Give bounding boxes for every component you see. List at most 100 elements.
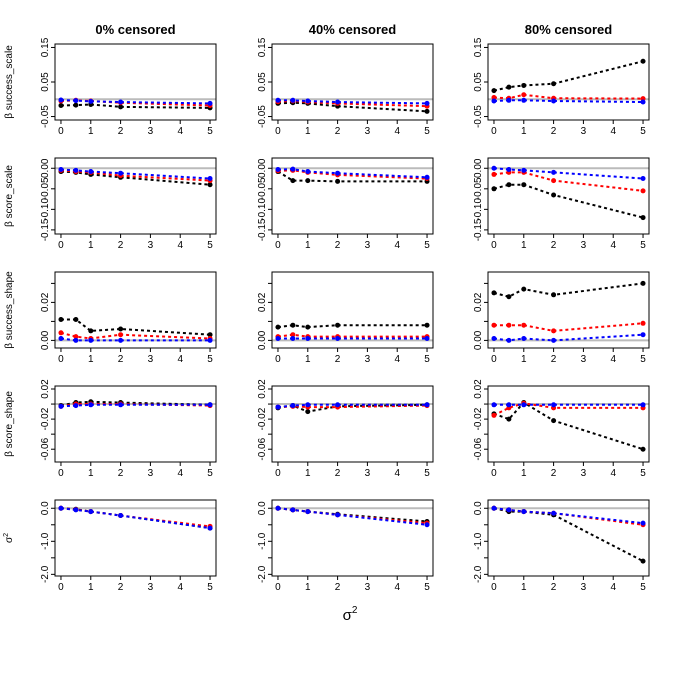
x-tick-label: 3 (581, 354, 587, 365)
x-tick-label: 2 (335, 468, 341, 479)
x-tick-label: 5 (640, 468, 646, 479)
data-point-blue (640, 402, 646, 408)
data-point-blue (73, 98, 79, 104)
x-tick-label: 4 (610, 126, 616, 137)
data-point-black (118, 326, 124, 332)
y-tick-label: -2.0 (257, 565, 268, 583)
data-point-red (640, 188, 646, 194)
x-tick-label: 5 (640, 240, 646, 251)
x-tick-label: 1 (521, 240, 527, 251)
data-point-blue (424, 402, 430, 408)
data-point-blue (118, 337, 124, 343)
y-tick-label: 0.02 (257, 292, 268, 312)
x-tick-label: 3 (581, 582, 587, 593)
row-ylabel: β score_shape (4, 391, 15, 457)
y-tick-label: -0.15 (40, 218, 51, 241)
data-point-blue (335, 170, 341, 176)
x-tick-label: 3 (365, 126, 371, 137)
data-point-black (58, 317, 64, 322)
x-tick-label: 4 (610, 582, 616, 593)
x-tick-label: 3 (581, 240, 587, 251)
data-point-blue (207, 100, 213, 106)
y-tick-label: 0.02 (473, 379, 484, 399)
data-point-blue (640, 332, 646, 338)
data-point-blue (118, 513, 124, 519)
x-tick-label: 4 (177, 354, 183, 365)
series-line-black (493, 183, 644, 219)
data-point-blue (491, 505, 497, 511)
panel-r4-c1: 0 1 2 3 4 5 -2.0 -1.0 0.0 (257, 499, 434, 593)
y-tick-label: 0.02 (257, 379, 268, 399)
data-point-black (506, 84, 512, 90)
row-ylabel-superscript: 2 (3, 533, 10, 537)
y-tick-label: -0.05 (257, 177, 268, 200)
x-axis-title-superscript: 2 (352, 605, 358, 616)
data-point-black (305, 178, 311, 184)
panel-frame (271, 271, 434, 349)
x-tick-label: 4 (610, 240, 616, 251)
data-point-red (491, 322, 497, 328)
data-point-red (73, 334, 79, 340)
x-tick-label: 0 (58, 126, 64, 137)
series-line-blue (277, 99, 428, 105)
x-tick-label: 1 (88, 468, 94, 479)
y-tick-label: -0.15 (257, 218, 268, 241)
y-tick-label: -0.05 (40, 177, 51, 200)
x-tick-label: 1 (521, 354, 527, 365)
x-tick-label: 1 (88, 582, 94, 593)
data-point-blue (491, 98, 497, 104)
data-point-black (506, 416, 512, 422)
data-point-blue (73, 507, 79, 513)
data-point-blue (551, 510, 557, 516)
data-point-black (207, 182, 213, 188)
y-tick-label: 0.05 (40, 72, 51, 92)
panel-r3-c2: 0 1 2 3 4 5 -0.06 -0.02 0.02 (473, 379, 650, 479)
data-point-blue (118, 402, 124, 408)
y-tick-label: 0.00 (473, 158, 484, 178)
data-point-blue (275, 505, 281, 511)
panel-frame (271, 43, 434, 121)
panel-frame (487, 271, 650, 349)
data-point-blue (88, 402, 94, 408)
data-point-blue (207, 525, 213, 531)
x-tick-label: 3 (365, 582, 371, 593)
x-tick-label: 3 (581, 468, 587, 479)
data-point-blue (88, 509, 94, 515)
row-ylabel-text: σ (4, 536, 15, 543)
series-line-blue (493, 167, 644, 180)
y-tick-label: -0.15 (473, 218, 484, 241)
x-tick-label: 3 (148, 468, 154, 479)
data-point-black (88, 328, 94, 334)
series-line-black (493, 507, 644, 563)
x-tick-label: 4 (394, 354, 400, 365)
x-tick-label: 5 (207, 126, 213, 137)
series-line-blue (493, 507, 644, 525)
data-point-blue (305, 509, 311, 515)
y-tick-label: 0.0 (257, 501, 268, 515)
data-point-black (551, 418, 557, 424)
data-point-blue (58, 167, 64, 173)
data-point-blue (551, 402, 557, 408)
panel-frame (54, 43, 217, 121)
x-tick-label: 5 (207, 582, 213, 593)
data-point-black (424, 108, 430, 114)
data-point-blue (521, 509, 527, 515)
x-tick-label: 5 (640, 126, 646, 137)
data-point-blue (275, 167, 281, 173)
y-tick-label: 0.02 (40, 292, 51, 312)
y-tick-label: -0.06 (40, 437, 51, 460)
x-tick-label: 5 (207, 240, 213, 251)
x-tick-label: 5 (640, 354, 646, 365)
panel-frame (271, 499, 434, 577)
data-point-blue (58, 505, 64, 511)
y-tick-label: 0.00 (473, 330, 484, 350)
x-tick-label: 1 (521, 126, 527, 137)
data-point-blue (290, 507, 296, 513)
x-tick-label: 5 (207, 468, 213, 479)
x-tick-label: 2 (118, 582, 124, 593)
data-point-blue (335, 512, 341, 518)
data-point-black (551, 292, 557, 298)
y-tick-label: -0.10 (473, 198, 484, 221)
row-ylabel-text: β success_shape (4, 271, 15, 349)
series-line-blue (60, 98, 211, 105)
